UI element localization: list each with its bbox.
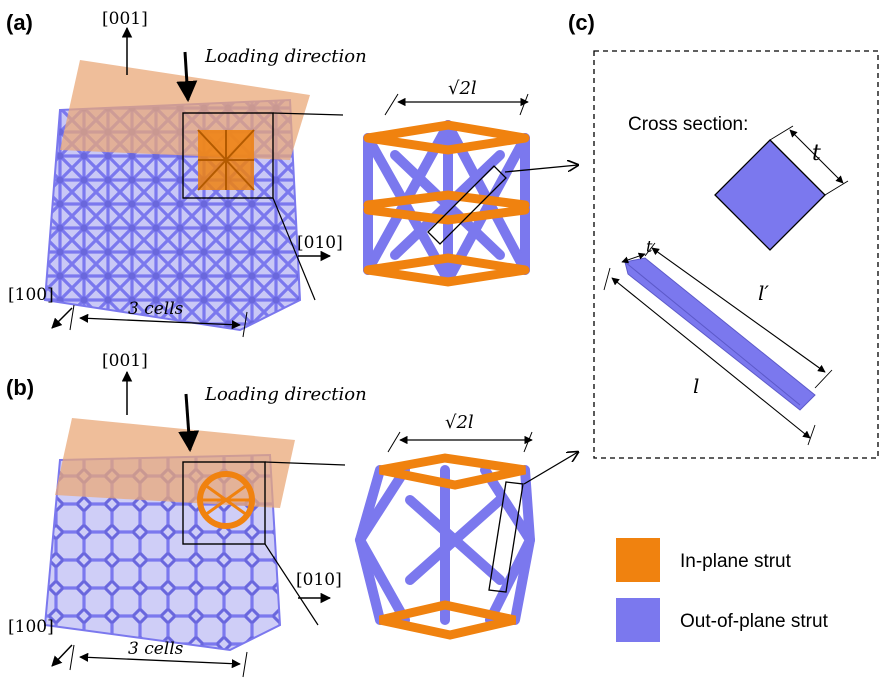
loading-arrow-a — [176, 51, 198, 103]
panel-a-label: (a) — [6, 10, 33, 35]
unit-cell-b: √2l — [354, 412, 578, 640]
width-label-b: √2l — [445, 412, 474, 433]
strut-bar — [624, 257, 816, 411]
l-label: l — [693, 374, 699, 398]
panel-a: (a) [001] Loading direction [010] [100] … — [6, 9, 367, 338]
cross-section-square — [714, 139, 826, 251]
legend-swatch-in-plane — [616, 538, 660, 582]
loading-label-a: Loading direction — [204, 46, 367, 67]
lattice-a — [43, 60, 344, 332]
unit-cell-box-b — [182, 461, 266, 545]
panel-c: (c) Cross section: t l′ t l — [568, 10, 879, 459]
cells-label-b: 3 cells — [128, 639, 184, 659]
panel-c-box — [593, 50, 879, 459]
unit-cell-box-a — [182, 112, 274, 199]
l-prime-label: l′ — [758, 281, 769, 305]
unit-cell-a: √2l — [363, 78, 578, 287]
panel-b: (b) [001] Loading direction [010] [100] … — [6, 351, 367, 678]
lattice-b — [43, 418, 346, 652]
axis-010-b: [010] — [296, 570, 342, 590]
panel-b-label: (b) — [6, 375, 34, 400]
loading-arrow-b — [178, 393, 200, 453]
axis-001-a: [001] — [102, 9, 148, 29]
cross-section-label: Cross section: — [628, 114, 748, 135]
width-label-a: √2l — [448, 78, 477, 99]
axis-010-a: [010] — [297, 233, 343, 253]
axis-100-a: [100] — [8, 285, 54, 305]
legend: In-plane strut Out-of-plane strut — [616, 538, 829, 642]
cells-label-a: 3 cells — [128, 299, 184, 319]
loading-label-b: Loading direction — [204, 384, 367, 405]
axis-100-b: [100] — [8, 617, 54, 637]
t-small-label: t — [646, 237, 653, 256]
legend-label-in-plane: In-plane strut — [680, 551, 792, 572]
legend-label-out-of-plane: Out-of-plane strut — [680, 611, 829, 632]
panel-c-label: (c) — [568, 10, 595, 35]
axis-001-b: [001] — [102, 351, 148, 371]
t-label: t — [812, 141, 821, 166]
legend-swatch-out-of-plane — [616, 598, 660, 642]
